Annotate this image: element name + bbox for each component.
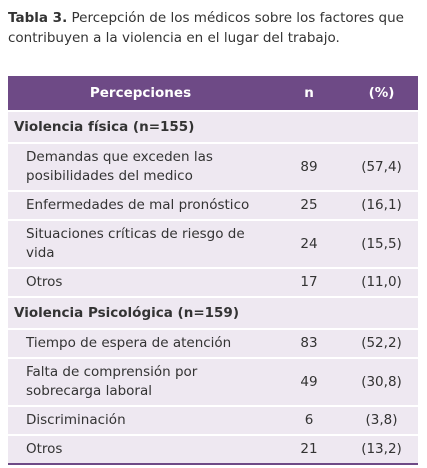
table: Percepciones n (%) Violencia física (n=1… [8,76,418,465]
section-title: Violencia física (n=155) [8,110,418,143]
perception: Demandas que exceden las posibilidades d… [8,142,273,191]
percent: (13,2) [345,434,418,465]
count: 25 [273,190,345,220]
percent: (11,0) [345,267,418,297]
count: 49 [273,357,345,406]
perception: Otros [8,267,273,297]
data-row: Otros 21 (13,2) [8,434,418,465]
perception: Falta de comprensión por sobrecarga labo… [8,357,273,406]
data-row: Discriminación 6 (3,8) [8,405,418,435]
count: 6 [273,405,345,435]
percent: (15,5) [345,219,418,268]
count: 89 [273,142,345,191]
caption-text: Percepción de los médicos sobre los fact… [8,10,404,46]
count: 24 [273,219,345,268]
data-row: Tiempo de espera de atención 83 (52,2) [8,328,418,358]
section-row: Violencia Psicológica (n=159) [8,296,418,329]
data-row: Demandas que exceden las posibilidades d… [8,142,418,191]
caption-label: Tabla 3. [8,10,68,26]
count: 17 [273,267,345,297]
header-cell: (%) [345,76,418,111]
count: 83 [273,328,345,358]
header-row: Percepciones n (%) [8,76,418,111]
percent: (30,8) [345,357,418,406]
percent: (57,4) [345,142,418,191]
data-row: Otros 17 (11,0) [8,267,418,297]
percent: (3,8) [345,405,418,435]
data-row: Enfermedades de mal pronóstico 25 (16,1) [8,190,418,220]
caption: Tabla 3. Percepción de los médicos sobre… [8,8,420,48]
data-row: Situaciones críticas de riesgo de vida 24… [8,219,418,268]
count: 21 [273,434,345,465]
section-row: Violencia física (n=155) [8,110,418,143]
perception: Otros [8,434,273,465]
perception: Situaciones críticas de riesgo de vida [8,219,273,268]
header-cell: Percepciones [8,76,273,111]
percent: (16,1) [345,190,418,220]
perception: Discriminación [8,405,273,435]
section-title: Violencia Psicológica (n=159) [8,296,418,329]
percent: (52,2) [345,328,418,358]
perception: Enfermedades de mal pronóstico [8,190,273,220]
header-cell: n [273,76,345,111]
perception: Tiempo de espera de atención [8,328,273,358]
data-row: Falta de comprensión por sobrecarga labo… [8,357,418,406]
